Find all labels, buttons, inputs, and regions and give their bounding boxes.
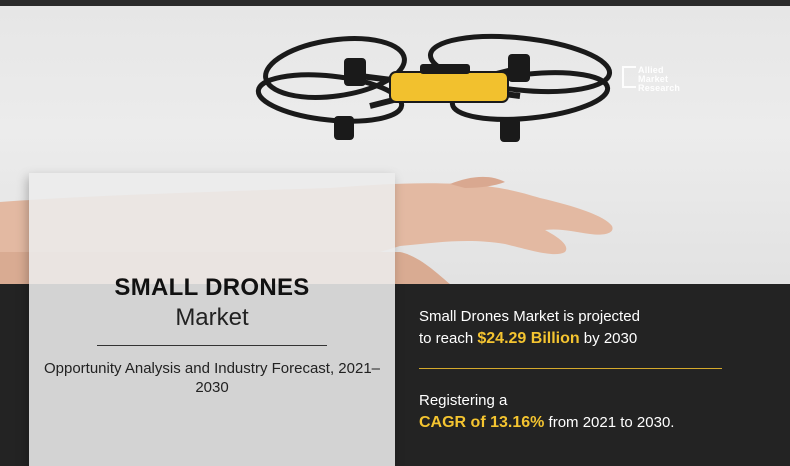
report-subtitle: Market [175,304,249,331]
top-strip [0,0,790,6]
logo-mark-icon [622,66,636,88]
cagr-suffix: from 2021 to 2030. [544,414,675,431]
projection-suffix: by 2030 [579,330,638,347]
allied-market-research-logo: Allied Market Research [622,66,702,98]
cagr-line-1: Registering a [419,392,508,409]
market-value: $24.29 Billion [477,330,580,347]
cagr-value: CAGR of 13.16% [419,414,545,431]
title-divider [97,345,327,346]
report-description: Opportunity Analysis and Industry Foreca… [43,360,381,396]
projection-prefix: to reach [419,330,478,347]
stats-divider [419,368,722,369]
cagr-block: Registering a CAGR of 13.16% from 2021 t… [419,390,674,434]
market-stats: Small Drones Market is projected to reac… [419,306,739,431]
projection-line-2: to reach $24.29 Billion by 2030 [419,328,739,350]
cagr-line-2: CAGR of 13.16% from 2021 to 2030. [419,412,674,434]
title-card: SMALL DRONES Market Opportunity Analysis… [29,173,395,466]
logo-text: Allied Market Research [638,65,681,93]
projection-line-1: Small Drones Market is projected [419,308,640,325]
report-title: SMALL DRONES [114,274,310,301]
